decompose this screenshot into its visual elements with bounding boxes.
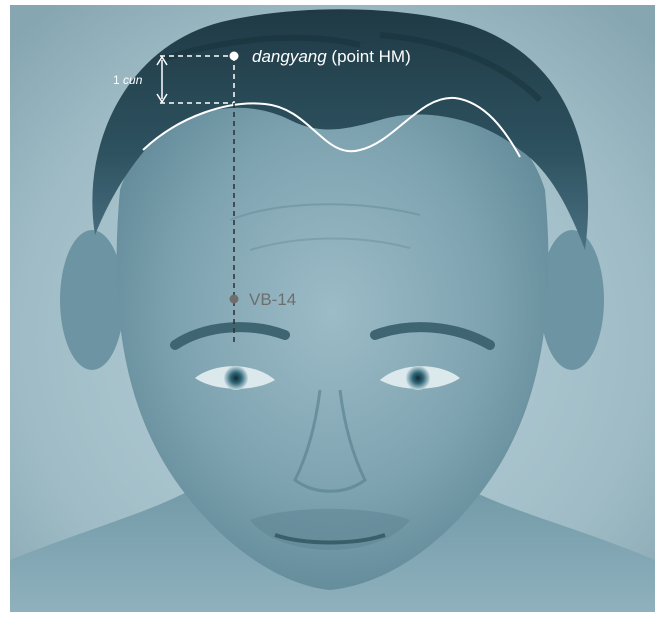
left-eyebrow [170,322,290,350]
vb14-label: VB-14 [249,290,296,309]
hair [92,9,589,251]
dangyang-point-marker [229,51,239,61]
dangyang-label: dangyang (point HM) [252,47,411,66]
right-ear [540,230,604,370]
right-eyebrow [370,322,495,350]
left-ear [60,230,124,370]
measure-label: 1 cun [113,73,143,87]
hairline-curve [142,96,521,158]
face [116,85,549,590]
vb14-point-marker [229,294,239,304]
mouth [274,533,386,545]
nose [293,389,367,493]
